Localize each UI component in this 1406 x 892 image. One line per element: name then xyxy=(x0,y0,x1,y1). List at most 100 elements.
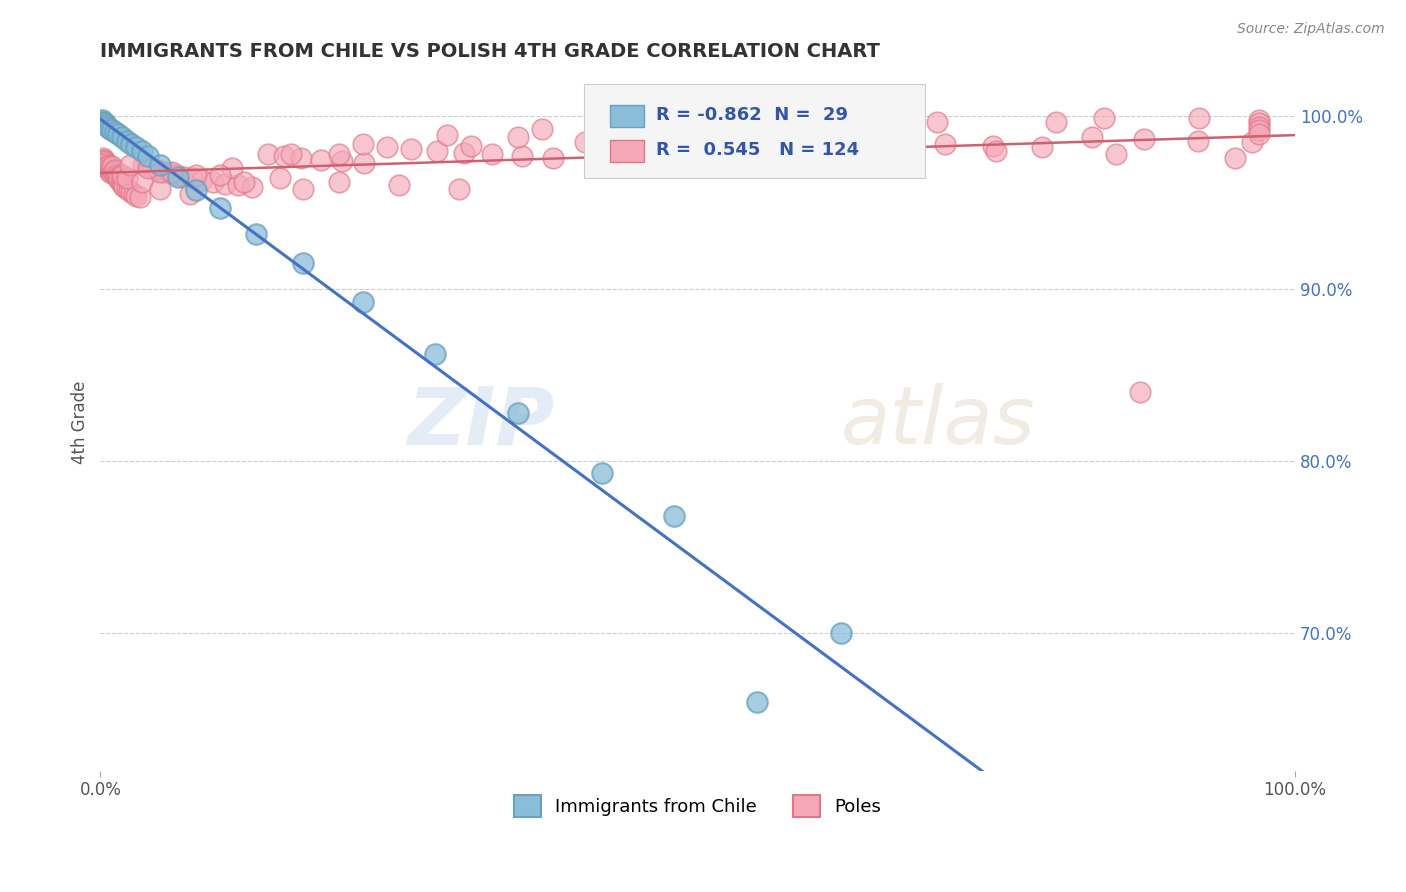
Point xyxy=(747,136,769,151)
Point xyxy=(1133,132,1156,146)
Legend: Immigrants from Chile, Poles: Immigrants from Chile, Poles xyxy=(506,788,889,824)
Point xyxy=(93,116,115,130)
Point xyxy=(240,180,263,194)
Point xyxy=(115,182,138,196)
Point xyxy=(98,161,121,175)
Point xyxy=(280,147,302,161)
Point xyxy=(842,134,865,148)
Point xyxy=(758,125,780,139)
Point xyxy=(90,112,112,127)
Point xyxy=(90,153,112,167)
Point xyxy=(901,118,924,132)
Point xyxy=(96,158,118,172)
Point xyxy=(125,188,148,202)
Point xyxy=(510,149,533,163)
Point xyxy=(460,138,482,153)
Point xyxy=(131,144,153,158)
Point xyxy=(103,164,125,178)
Point xyxy=(352,136,374,151)
Point xyxy=(93,156,115,170)
Point xyxy=(436,128,458,143)
Text: Source: ZipAtlas.com: Source: ZipAtlas.com xyxy=(1237,22,1385,37)
Y-axis label: 4th Grade: 4th Grade xyxy=(72,380,89,464)
Point xyxy=(352,295,374,310)
Point xyxy=(96,160,118,174)
Point xyxy=(120,136,142,151)
Point xyxy=(986,144,1008,158)
Point xyxy=(149,182,172,196)
Point xyxy=(221,161,243,175)
Point xyxy=(107,171,129,186)
Point xyxy=(330,154,353,169)
Point xyxy=(747,695,769,709)
Point xyxy=(399,142,422,156)
Point xyxy=(149,164,172,178)
Point xyxy=(179,186,201,201)
Point xyxy=(96,120,118,134)
Point xyxy=(104,162,127,177)
Point xyxy=(142,161,165,175)
Point xyxy=(167,169,190,184)
Point xyxy=(273,149,295,163)
Point xyxy=(423,347,446,361)
Point xyxy=(98,164,121,178)
Point xyxy=(1092,111,1115,125)
Point xyxy=(93,153,115,167)
Point xyxy=(110,175,132,189)
Point xyxy=(136,149,159,163)
Point xyxy=(328,175,350,189)
Text: atlas: atlas xyxy=(841,383,1036,461)
Point xyxy=(388,178,411,193)
Point xyxy=(574,136,596,150)
Point xyxy=(111,177,134,191)
Point xyxy=(679,140,702,154)
Point xyxy=(1225,151,1247,165)
Point xyxy=(181,171,204,186)
Point xyxy=(104,166,127,180)
Point xyxy=(269,171,291,186)
Point xyxy=(101,123,124,137)
Point xyxy=(96,118,118,132)
Point xyxy=(122,186,145,201)
Point xyxy=(1249,112,1271,127)
Point xyxy=(603,132,626,146)
Point xyxy=(426,144,449,158)
Point xyxy=(353,156,375,170)
Point xyxy=(311,153,333,167)
Point xyxy=(107,127,129,141)
Point xyxy=(214,177,236,191)
Point xyxy=(94,154,117,169)
Point xyxy=(91,114,114,128)
Point xyxy=(799,132,821,146)
Point xyxy=(934,136,956,151)
Point xyxy=(1249,120,1271,134)
Point xyxy=(120,158,142,172)
Point xyxy=(91,151,114,165)
Point xyxy=(981,138,1004,153)
Point xyxy=(108,173,131,187)
Point xyxy=(115,134,138,148)
Point xyxy=(256,147,278,161)
Point xyxy=(146,162,169,177)
Point xyxy=(132,158,155,172)
Point xyxy=(226,178,249,193)
Bar xyxy=(610,104,644,128)
Point xyxy=(1187,134,1209,148)
Text: ZIP: ZIP xyxy=(406,383,554,461)
Point xyxy=(1188,111,1211,125)
Point xyxy=(201,175,224,189)
Point xyxy=(160,164,183,178)
Point xyxy=(508,130,530,145)
Point xyxy=(925,114,948,128)
Point xyxy=(232,175,254,189)
Text: R = -0.862  N =  29: R = -0.862 N = 29 xyxy=(655,106,848,124)
Point xyxy=(120,185,142,199)
Text: IMMIGRANTS FROM CHILE VS POLISH 4TH GRADE CORRELATION CHART: IMMIGRANTS FROM CHILE VS POLISH 4TH GRAD… xyxy=(100,42,880,61)
Text: R =  0.545   N = 124: R = 0.545 N = 124 xyxy=(655,141,859,159)
Point xyxy=(91,154,114,169)
Point xyxy=(1249,116,1271,130)
Point xyxy=(830,626,852,640)
Point xyxy=(115,171,138,186)
Point xyxy=(104,125,127,139)
Point xyxy=(136,160,159,174)
